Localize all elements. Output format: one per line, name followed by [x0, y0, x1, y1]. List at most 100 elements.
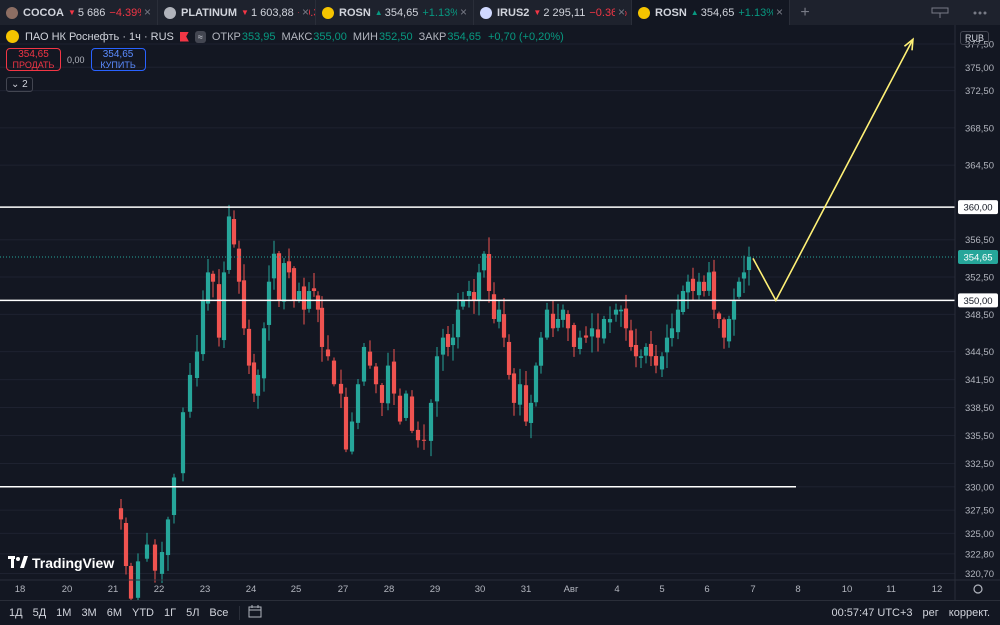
candle [397, 388, 403, 425]
range-5d[interactable]: 5Д [32, 607, 47, 619]
price-tick-label: 344,50 [965, 347, 994, 358]
session-option[interactable]: рег [922, 607, 939, 619]
layout-icon[interactable] [920, 0, 960, 25]
range-all[interactable]: Все [209, 607, 229, 619]
price-tick-label: 322,80 [965, 549, 994, 560]
buy-button[interactable]: 354,65 КУПИТЬ [90, 48, 146, 71]
rosn-symbol-icon [322, 6, 334, 19]
sell-button[interactable]: 354,65 ПРОДАТЬ [6, 48, 61, 71]
candle-body [338, 383, 344, 394]
candle [716, 311, 722, 329]
time-tick-label: 31 [521, 584, 532, 595]
range-6m[interactable]: 6М [106, 607, 122, 619]
adjust-option[interactable]: коррект. [948, 607, 990, 619]
candle-body [301, 286, 307, 310]
candle [466, 280, 472, 308]
candle [171, 473, 177, 524]
close-icon[interactable]: × [772, 5, 783, 19]
candle-body [638, 356, 644, 358]
price-chart[interactable]: 360,00 350,00 354,65 320,70 322,80 325,00 327… [0, 25, 1000, 600]
candle [726, 315, 732, 348]
candle [231, 210, 237, 248]
candle-body [643, 346, 649, 356]
candle-body [601, 318, 607, 339]
candle [428, 399, 434, 457]
candle-body [476, 272, 482, 301]
candle [555, 303, 561, 332]
tab-price: 354,65 [700, 6, 735, 19]
down-arrow-icon: ▼ [533, 8, 542, 17]
candle-body [355, 384, 361, 423]
candle-body [415, 429, 421, 441]
close-icon[interactable]: × [140, 5, 151, 19]
range-1d[interactable]: 1Д [9, 607, 23, 619]
candle-body [187, 374, 193, 412]
candle-body [403, 393, 409, 418]
calendar-icon[interactable] [248, 605, 262, 621]
candle [200, 290, 206, 361]
cocoa-symbol-icon [6, 6, 18, 19]
candle-body [607, 318, 613, 323]
time-tick-label: 5 [659, 584, 664, 595]
close-label: ЗАКР [418, 30, 447, 43]
candle [187, 363, 193, 418]
range-ytd[interactable]: YTD [132, 607, 154, 619]
price-tick-label: 352,50 [965, 273, 994, 284]
candle-body [706, 272, 712, 291]
more-icon[interactable] [960, 0, 1000, 25]
close-icon[interactable]: × [614, 5, 625, 19]
candle [210, 270, 216, 298]
tab-symbol: COCOA [23, 6, 64, 19]
level-tag-text: 350,00 [963, 296, 992, 307]
candle-body [648, 343, 654, 357]
candle-body [736, 281, 742, 297]
add-tab-button[interactable]: + [800, 3, 810, 21]
candle [565, 310, 571, 342]
indicators-collapse-button[interactable]: ⌄ 2 [6, 77, 33, 92]
candle [367, 340, 373, 369]
tab-price: 1 603,88 [250, 6, 294, 19]
legend-high: МАКС355,00 [282, 31, 347, 43]
close-icon[interactable]: × [298, 5, 309, 19]
time-display[interactable]: 00:57:47 UTC+3 [831, 607, 913, 619]
legend-pill[interactable]: ≈ [194, 30, 206, 43]
candle [481, 251, 487, 278]
sell-label: ПРОДАТЬ [12, 60, 55, 70]
candle-body [440, 337, 446, 355]
tab-irus2[interactable]: IRUS2 ▼ 2 295,11 −0.36% × [474, 0, 632, 25]
close-icon[interactable]: × [456, 5, 467, 19]
currency-button[interactable]: RUB [960, 31, 990, 45]
bottom-toolbar: 1Д 5Д 1М 3М 6М YTD 1Г 5Л Все 00:57:47 UT… [0, 600, 1000, 625]
candle [731, 288, 737, 336]
tab-rosn[interactable]: ROSN ▲ 354,65 +1.13% × [316, 0, 474, 25]
tab-rosn-active[interactable]: ROSN ▲ 354,65 +1.13% × [632, 0, 790, 25]
time-tick-label: 22 [154, 584, 165, 595]
high-label: МАКС [281, 30, 313, 43]
candle [379, 383, 385, 417]
legend-title[interactable]: ПАО НК Роснефть · 1ч · RUS [25, 30, 174, 43]
candle-body [544, 309, 550, 338]
candle-body [118, 508, 124, 520]
candle-body [550, 313, 556, 329]
candle-body [571, 325, 577, 347]
candle-body [315, 295, 321, 310]
candle [648, 330, 654, 367]
range-3m[interactable]: 3М [81, 607, 97, 619]
candle [711, 259, 717, 319]
range-5y[interactable]: 5Л [186, 607, 200, 619]
tab-platinum[interactable]: PLATINUM ▼ 1 603,88 −0.37% × [158, 0, 316, 25]
candle [701, 275, 707, 297]
range-1m[interactable]: 1М [56, 607, 72, 619]
candle-body [128, 565, 134, 599]
candle [685, 274, 691, 309]
candle [618, 305, 624, 327]
candle-body [397, 395, 403, 422]
candle-body [331, 360, 337, 385]
tab-cocoa[interactable]: COCOA ▼ 5 686 −4.39% × [0, 0, 158, 25]
range-1y[interactable]: 1Г [164, 607, 177, 619]
candle-body [281, 263, 287, 302]
candle [583, 326, 589, 343]
candle [696, 272, 702, 300]
gear-icon [973, 584, 983, 594]
divider [239, 606, 241, 620]
